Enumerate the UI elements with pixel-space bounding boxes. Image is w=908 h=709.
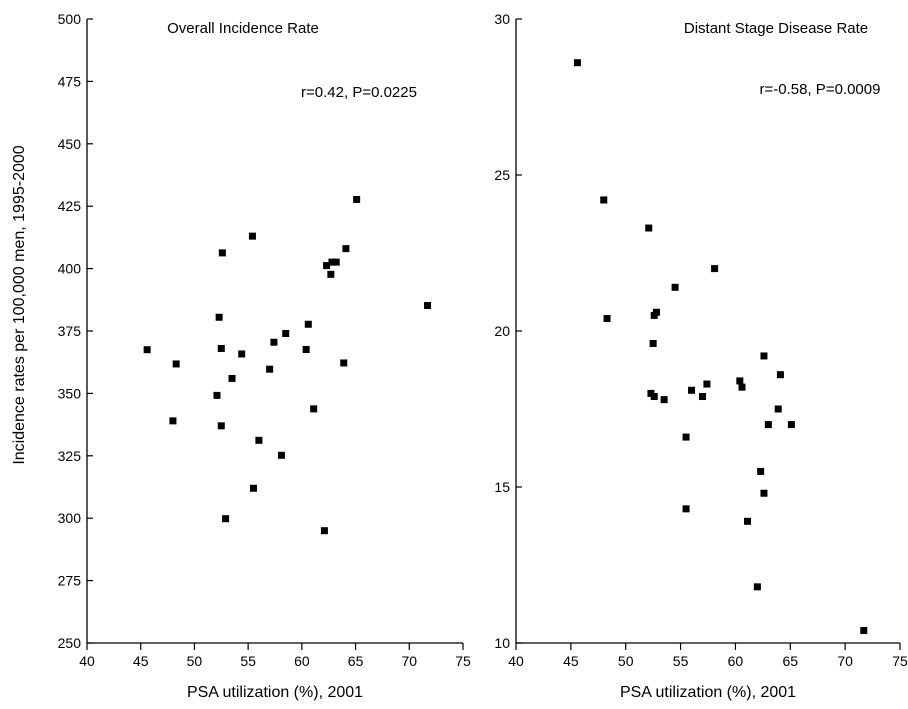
correlation-annotation: r=0.42, P=0.0225 — [301, 84, 417, 101]
data-point — [217, 344, 225, 352]
data-point — [688, 386, 696, 394]
data-point — [172, 360, 180, 368]
data-point — [340, 359, 348, 367]
y-tick-label: 325 — [58, 448, 82, 464]
y-tick-label: 500 — [58, 11, 82, 27]
data-point — [328, 258, 336, 266]
x-tick-label: 70 — [401, 653, 417, 669]
x-tick-label: 55 — [240, 653, 256, 669]
data-point — [320, 527, 328, 535]
data-point — [776, 371, 784, 379]
data-point — [682, 433, 690, 441]
data-point — [573, 59, 581, 67]
x-tick-label: 40 — [79, 653, 95, 669]
data-point — [603, 315, 611, 323]
data-point — [169, 417, 177, 425]
data-point — [703, 380, 711, 388]
data-point — [310, 405, 318, 413]
x-axis-label: PSA utilization (%), 2001 — [187, 684, 363, 701]
x-tick-label: 50 — [618, 653, 634, 669]
data-point — [277, 451, 285, 459]
data-point — [671, 283, 679, 291]
data-point — [217, 422, 225, 430]
x-tick-label: 65 — [782, 653, 798, 669]
data-point — [255, 436, 263, 444]
panel-distant-stage: 10 15 20 25 30 40 45 50 55 60 65 70 75 PSA utilizatio… — [494, 11, 908, 701]
data-point — [860, 627, 868, 635]
data-point — [757, 467, 765, 475]
data-point — [228, 374, 236, 382]
y-tick-label: 475 — [58, 73, 82, 89]
data-point — [304, 320, 312, 328]
data-point — [660, 396, 668, 404]
data-point — [699, 393, 707, 401]
data-point — [738, 383, 746, 391]
data-point — [736, 377, 744, 385]
y-tick-label: 300 — [58, 510, 82, 526]
data-point — [270, 338, 278, 346]
y-tick-label: 350 — [58, 385, 82, 401]
panel-title: Distant Stage Disease Rate — [684, 20, 868, 37]
y-tick-label: 375 — [58, 323, 82, 339]
x-tick-label: 45 — [133, 653, 149, 669]
y-tick-label: 400 — [58, 261, 82, 277]
y-tick-label: 425 — [58, 198, 82, 214]
data-point — [327, 270, 335, 278]
data-point — [753, 583, 761, 591]
data-point — [774, 405, 782, 413]
data-point — [787, 421, 795, 429]
data-point — [332, 258, 340, 266]
panel-overall-incidence: 250 275 300 325 350 375 400 425 450 475 500 40 45 50 5… — [58, 11, 471, 701]
x-tick-label: 60 — [294, 653, 310, 669]
x-tick-label: 40 — [508, 653, 524, 669]
data-point — [218, 249, 226, 257]
x-tick-label: 75 — [892, 653, 908, 669]
correlation-annotation: r=-0.58, P=0.0009 — [760, 81, 881, 98]
data-point — [342, 245, 350, 253]
data-point — [652, 308, 660, 316]
x-tick-label: 50 — [187, 653, 203, 669]
data-point — [238, 350, 246, 358]
y-tick-label: 15 — [494, 479, 510, 495]
data-point — [711, 265, 719, 273]
x-tick-label: 45 — [563, 653, 579, 669]
x-tick-label: 55 — [673, 653, 689, 669]
x-tick-label: 65 — [348, 653, 364, 669]
data-point — [424, 302, 432, 310]
y-tick-label: 275 — [58, 573, 82, 589]
data-point — [645, 224, 653, 232]
data-point — [143, 346, 151, 354]
data-point — [215, 313, 223, 321]
y-tick-label: 30 — [494, 11, 510, 27]
data-point — [743, 517, 751, 525]
y-tick-label: 450 — [58, 136, 82, 152]
y-tick-label: 20 — [494, 323, 510, 339]
data-point — [600, 196, 608, 204]
shared-y-axis-label: Incidence rates per 100,000 men, 1995-20… — [11, 145, 28, 464]
x-axis-label: PSA utilization (%), 2001 — [620, 684, 796, 701]
data-point — [353, 195, 361, 203]
data-point — [682, 505, 690, 513]
data-point — [323, 262, 331, 270]
y-tick-label: 25 — [494, 167, 510, 183]
data-point — [248, 232, 256, 240]
data-point — [760, 352, 768, 360]
data-point — [760, 489, 768, 497]
x-tick-label: 75 — [455, 653, 471, 669]
data-point — [650, 393, 658, 401]
y-tick-label: 10 — [494, 635, 510, 651]
data-point — [302, 345, 310, 353]
data-point — [250, 484, 258, 492]
data-point — [764, 421, 772, 429]
x-tick-label: 60 — [728, 653, 744, 669]
y-tick-label: 250 — [58, 635, 82, 651]
data-point — [222, 515, 230, 523]
x-tick-label: 70 — [837, 653, 853, 669]
data-point — [282, 329, 290, 337]
data-point — [213, 391, 221, 399]
data-point — [266, 365, 274, 373]
data-point — [649, 339, 657, 347]
panel-title: Overall Incidence Rate — [167, 20, 319, 37]
